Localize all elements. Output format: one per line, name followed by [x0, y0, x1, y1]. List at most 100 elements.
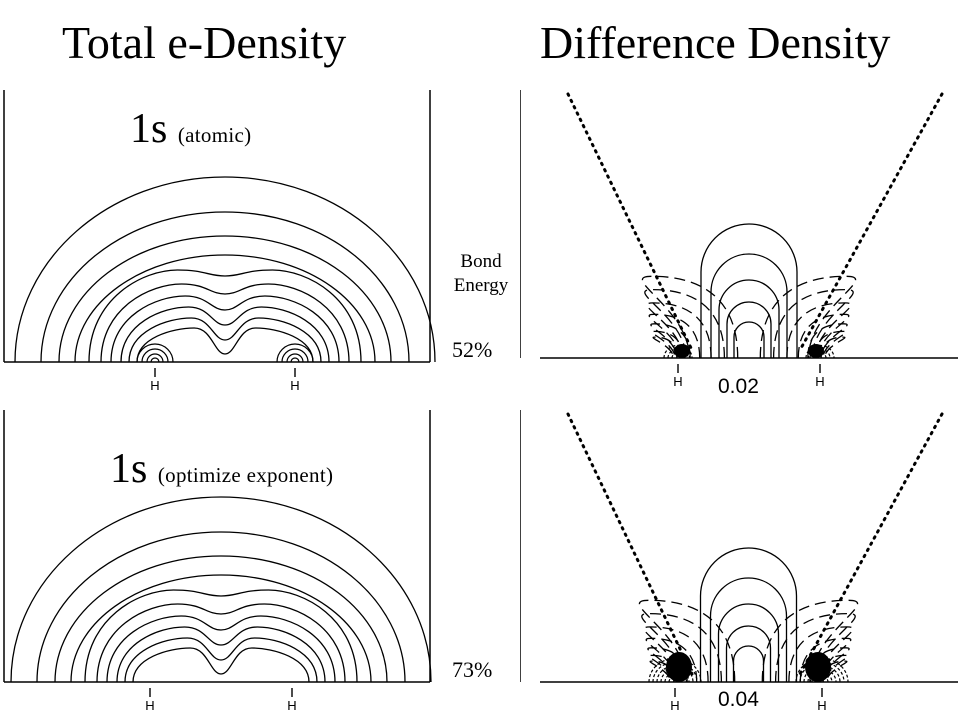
nuclear-contour — [663, 344, 693, 359]
negative-contour — [648, 654, 681, 683]
density-contour — [40, 211, 410, 363]
atom-label-h: H — [670, 698, 679, 713]
density-contour — [70, 574, 372, 683]
bond-energy-label-line: Energy — [453, 274, 509, 296]
orbital-label-main: 1s — [130, 106, 168, 152]
density-contour — [10, 496, 432, 683]
negative-contour — [786, 302, 852, 359]
nuclear-contour — [803, 665, 841, 683]
nuclear-contour — [667, 348, 689, 359]
density-contour — [128, 317, 322, 363]
negative-contour — [807, 323, 848, 359]
density-contour — [84, 589, 358, 683]
nuclear-contour — [815, 676, 829, 683]
density-contour — [88, 269, 362, 363]
density-contour — [96, 603, 346, 683]
atom-label-h: H — [815, 374, 824, 389]
positive-contour — [710, 253, 788, 358]
atom-label-h: H — [145, 698, 154, 713]
nuclear-contour — [150, 357, 160, 363]
orbital-label-sub: (atomic) — [177, 123, 252, 147]
negative-contour — [788, 626, 854, 683]
negative-contour — [644, 288, 726, 359]
nuclear-contour — [795, 658, 849, 683]
nodal-line — [566, 412, 694, 676]
nuclear-contour — [671, 352, 685, 359]
negative-contour — [759, 275, 856, 359]
negative-contour — [822, 660, 848, 683]
density-contour — [100, 283, 350, 363]
negative-contour — [816, 654, 849, 683]
negative-contour — [648, 313, 701, 359]
bond-energy-percent-atomic: 52% — [452, 337, 493, 362]
nuclear-contour — [656, 665, 694, 683]
orbital-label-main: 1s — [110, 446, 148, 492]
negative-contour — [643, 626, 709, 683]
atom-label-h: H — [673, 374, 682, 389]
nuclear-contour — [281, 348, 309, 363]
positive-contour — [699, 547, 798, 682]
nuclear-contour-cluster — [805, 652, 831, 682]
atom-label-h: H — [290, 378, 299, 393]
density-contour — [74, 254, 376, 363]
nuclear-contour — [805, 344, 835, 359]
nuclear-contour — [664, 672, 686, 683]
nuclear-contour — [813, 352, 827, 359]
contour-value-atomic: 0.02 — [718, 375, 759, 398]
negative-contour — [814, 330, 847, 359]
negative-contour — [646, 302, 712, 359]
nuclear-contour — [648, 658, 702, 683]
nuclear-contour — [290, 357, 300, 363]
nuclear-contour — [652, 661, 698, 683]
positive-contour — [733, 321, 765, 358]
positive-contour — [726, 301, 772, 358]
positive-contour — [700, 223, 798, 358]
nuclear-contour — [276, 343, 314, 363]
contour-value-optimized: 0.04 — [718, 688, 759, 711]
density-contour — [124, 637, 318, 683]
density-contour — [54, 555, 388, 683]
atom-label-h: H — [817, 698, 826, 713]
density-contour — [14, 176, 436, 363]
negative-contour — [641, 612, 723, 683]
density-contour — [132, 647, 310, 683]
positive-contour — [709, 577, 788, 682]
positive-contour — [717, 603, 780, 682]
negative-contour — [652, 336, 678, 359]
nuclear-contour — [141, 348, 169, 363]
nodal-line — [798, 92, 944, 352]
difference-density-title: Difference Density — [540, 17, 891, 68]
positive-contour — [718, 279, 780, 358]
nuclear-contour — [799, 661, 845, 683]
nuclear-contour — [809, 348, 831, 359]
density-contour — [58, 235, 392, 363]
nuclear-contour — [668, 676, 682, 683]
nodal-line — [798, 412, 944, 676]
negative-contour — [772, 288, 854, 359]
atom-label-h: H — [150, 378, 159, 393]
nuclear-contour-cluster — [674, 344, 690, 358]
density-contour — [116, 626, 326, 683]
nuclear-contour — [286, 353, 304, 363]
total-density-title: Total e-Density — [62, 17, 347, 68]
density-contour — [106, 615, 336, 683]
nuclear-contour — [136, 343, 174, 363]
bond-energy-label-line: Bond — [460, 251, 502, 272]
positive-contour — [732, 645, 765, 682]
orbital-label-sub: (optimize exponent) — [157, 463, 334, 487]
density-contour — [110, 295, 340, 363]
density-contour — [136, 327, 314, 363]
negative-contour — [650, 323, 691, 359]
density-contour — [36, 531, 406, 683]
atom-label-h: H — [287, 698, 296, 713]
negative-contour — [774, 612, 856, 683]
density-contour — [120, 306, 330, 363]
nuclear-contour — [811, 672, 833, 683]
bond-energy-percent-optimized: 73% — [452, 657, 493, 682]
negative-contour — [651, 330, 684, 359]
bond-energy-label: Bond Energy — [438, 250, 524, 298]
orbital-label-optimized: 1s (optimize exponent) — [110, 448, 333, 490]
negative-contour — [820, 336, 846, 359]
